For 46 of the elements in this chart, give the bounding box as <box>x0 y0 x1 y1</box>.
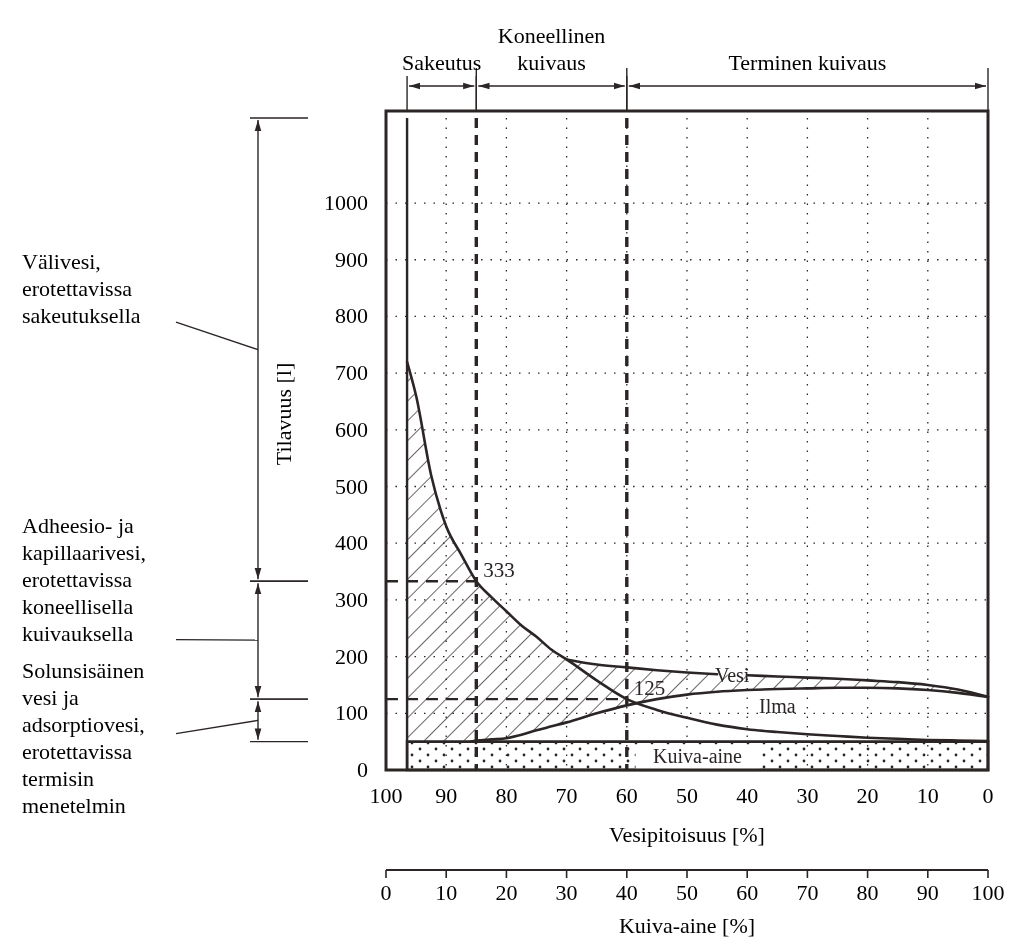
annotation: 333 <box>483 558 515 583</box>
x2-axis-title: Kuiva-aine [%] <box>618 913 756 938</box>
x-tick-label: 80 <box>495 783 518 808</box>
x-tick-label: 30 <box>796 783 819 808</box>
x2-tick-label: 100 <box>971 880 1005 905</box>
series-label: Vesi <box>714 663 750 686</box>
x2-tick-label: 50 <box>676 880 698 905</box>
text: Välivesi, erotettavissa sakeutuksella <box>22 249 141 329</box>
x-tick-label: 0 <box>982 783 994 808</box>
x2-tick-label: 70 <box>796 880 819 905</box>
x2-tick-label: 20 <box>495 880 518 905</box>
y-tick-label: 300 <box>335 586 368 612</box>
x-tick-label: 60 <box>615 783 638 808</box>
y-tick-label: 800 <box>335 303 368 329</box>
text: Sakeutus <box>401 50 482 75</box>
y-tick-label: 600 <box>335 416 368 442</box>
y-tick-label: 700 <box>335 360 368 386</box>
text: Terminen kuivaus <box>728 50 887 75</box>
x2-tick-label: 40 <box>615 880 638 905</box>
y-tick-label: 0 <box>357 757 368 782</box>
y-tick-label: 900 <box>335 246 368 272</box>
x2-tick-label: 30 <box>555 880 578 905</box>
y-tick-label: 500 <box>335 473 368 499</box>
series-label: Kuiva-aine <box>653 744 743 767</box>
y-axis-title: Tilavuus [l] <box>271 362 296 466</box>
x-tick-label: 100 <box>369 783 403 808</box>
x-axis-title: Vesipitoisuus [%] <box>609 822 765 847</box>
text: Solunsisäinen vesi ja adsorptiovesi, erotettavissa termisin menetelmin <box>22 657 145 818</box>
y-tick-label: 200 <box>335 643 368 669</box>
x2-tick-label: 0 <box>380 880 392 905</box>
x2-tick-label: 10 <box>435 880 458 905</box>
text: Koneellinen kuivaus <box>497 23 606 75</box>
series-label: Ilma <box>758 694 796 717</box>
x-tick-label: 50 <box>676 783 698 808</box>
x-tick-label: 70 <box>555 783 578 808</box>
y-tick-label: 100 <box>335 700 368 726</box>
text: Adheesio- ja kapillaarivesi, erotettavissa koneellisella kuivauksella <box>22 512 147 646</box>
x2-tick-label: 80 <box>856 880 879 905</box>
y-tick-label: 400 <box>335 530 368 556</box>
x2-tick-label: 90 <box>916 880 939 905</box>
x2-tick-label: 60 <box>736 880 759 905</box>
x-tick-label: 10 <box>916 783 939 808</box>
x-tick-label: 90 <box>435 783 458 808</box>
x-tick-label: 40 <box>736 783 759 808</box>
y-tick-label: 1000 <box>324 190 368 216</box>
x-tick-label: 20 <box>856 783 879 808</box>
